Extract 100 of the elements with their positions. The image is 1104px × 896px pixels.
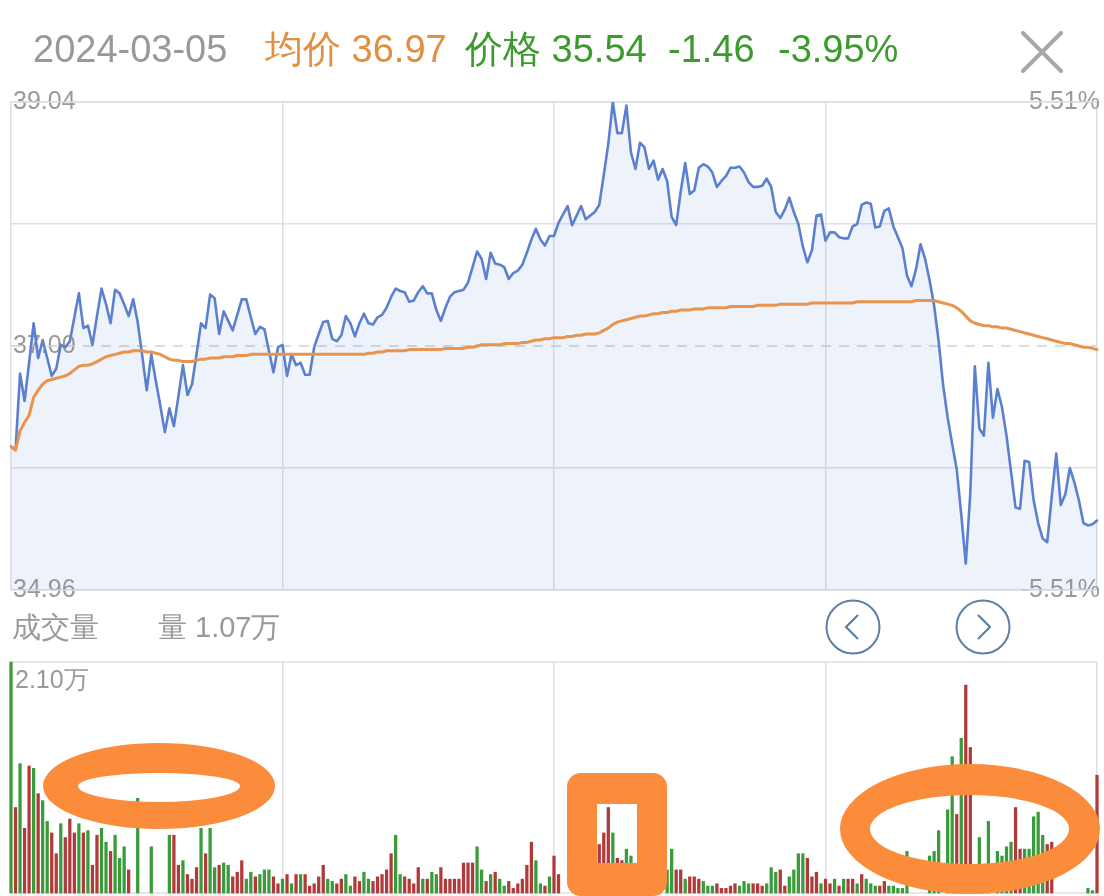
text: 均价 36.97: [265, 28, 447, 72]
bar: [32, 767, 36, 894]
bar: [380, 874, 384, 894]
bar: [122, 846, 126, 894]
bar: [470, 862, 475, 894]
bar: [72, 832, 76, 894]
bar: [466, 862, 470, 894]
annotation: 2.10万: [15, 665, 89, 694]
bar: [172, 834, 176, 894]
bar: [185, 874, 190, 894]
bar: [489, 874, 493, 894]
bar: [733, 883, 737, 894]
bar: [819, 883, 823, 894]
bar: [439, 867, 443, 894]
bar: [27, 765, 31, 894]
bar: [778, 869, 782, 894]
bar: [357, 881, 362, 894]
bar: [167, 834, 172, 894]
bar: [805, 858, 810, 894]
bar: [543, 885, 547, 894]
bar: [765, 883, 769, 894]
bar: [294, 874, 298, 894]
bar: [95, 834, 99, 894]
bar: [430, 871, 434, 894]
bar: [412, 883, 416, 894]
bar: [249, 871, 253, 894]
bar: [1090, 890, 1095, 894]
chart-title: 2024-03-05: [33, 28, 228, 72]
bar: [715, 883, 719, 894]
bar: [54, 853, 58, 894]
bar: [869, 883, 873, 894]
bar: [353, 876, 357, 894]
bar: [801, 853, 805, 894]
text: 量 1.07万: [158, 611, 281, 645]
bar: [86, 830, 90, 894]
bar: [507, 881, 511, 894]
bar: [258, 874, 262, 894]
bar: [77, 823, 81, 894]
bar: [742, 881, 746, 894]
bar: [285, 874, 289, 894]
text: -3.95%: [778, 28, 899, 72]
bar: [18, 763, 22, 894]
bar: [330, 881, 334, 894]
bar: [860, 874, 864, 894]
text: -1.46: [668, 28, 755, 72]
bar: [398, 874, 402, 894]
bar: [751, 883, 755, 894]
bar: [321, 864, 325, 894]
bar: [298, 874, 303, 894]
bar: [45, 821, 49, 894]
bar: [769, 867, 773, 894]
bar: [194, 867, 199, 894]
bar: [679, 869, 683, 894]
bar: [814, 871, 819, 894]
bar: [389, 853, 393, 894]
bar: [448, 878, 452, 894]
bar: [59, 823, 63, 894]
bar: [792, 869, 796, 894]
bar: [394, 834, 398, 894]
bar: [13, 807, 18, 894]
bar: [208, 827, 212, 894]
bar: [149, 846, 153, 894]
bar: [303, 874, 307, 894]
bar: [1086, 888, 1090, 894]
bar: [203, 853, 208, 894]
bar: [774, 871, 778, 894]
bar: [371, 881, 375, 894]
bar: [222, 862, 226, 894]
bar: [828, 883, 832, 894]
y-tick-label: 34.96: [13, 573, 76, 602]
y2-tick-label: 5.51%: [1029, 85, 1100, 114]
bar: [240, 860, 244, 894]
bar: [41, 800, 45, 894]
bar: [461, 862, 466, 894]
bar: [199, 827, 203, 894]
bar: [493, 871, 497, 894]
bar: [416, 867, 420, 894]
bar: [81, 832, 86, 894]
bar: [516, 883, 520, 894]
bar: [50, 832, 54, 894]
bar: [434, 874, 438, 894]
bar: [896, 888, 900, 894]
bar: [475, 846, 479, 894]
bar: [837, 885, 841, 894]
bar: [529, 841, 534, 894]
bar: [362, 871, 366, 894]
chart-title: 成交量: [12, 611, 99, 645]
bar: [181, 860, 185, 894]
bar: [267, 869, 271, 894]
bar: [127, 869, 131, 894]
bar: [484, 881, 488, 894]
bar: [335, 883, 339, 894]
bar: [68, 818, 72, 894]
bar: [552, 855, 556, 894]
bar: [99, 827, 104, 894]
text: 价格 35.54: [465, 28, 647, 72]
bar: [36, 793, 40, 894]
bar: [882, 881, 886, 894]
bar: [701, 881, 705, 894]
y-tick-label: 39.04: [13, 85, 76, 114]
